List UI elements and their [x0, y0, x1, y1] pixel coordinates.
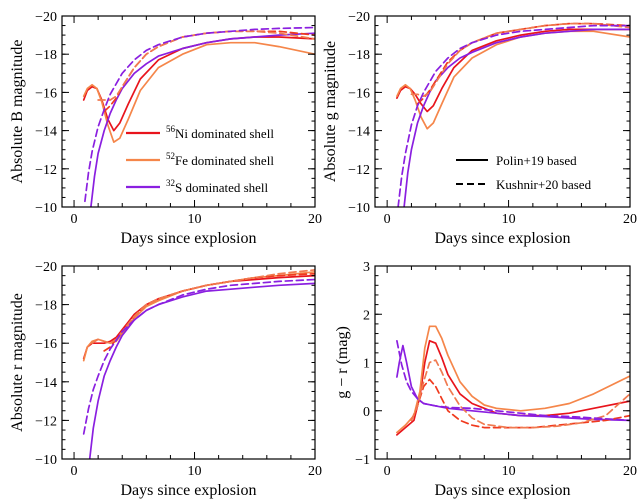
- y-axis-label: Absolute r magnitude: [9, 293, 26, 432]
- series-line-s32_kushnir-kushnir: [397, 24, 630, 207]
- y-axis-label: Absolute B magnitude: [9, 40, 26, 184]
- y-tick-label: −20: [348, 10, 370, 25]
- series-line-s32-polin: [88, 282, 315, 459]
- series-line-fe52_kushnir-kushnir: [97, 30, 315, 101]
- legend-item-s32: 32S dominated shell: [126, 178, 269, 195]
- y-axis-label: g − r (mag): [334, 326, 351, 399]
- y-tick-label: −10: [348, 201, 370, 216]
- legend-label-kushnir: Kushnir+20 based: [496, 177, 592, 192]
- x-tick-label: 20: [308, 212, 322, 227]
- x-axis-label: Days since explosion: [435, 230, 571, 247]
- y-tick-label: 1: [363, 357, 370, 372]
- y-tick-label: −10: [35, 201, 57, 216]
- series-line-ni56-polin: [82, 36, 315, 132]
- x-tick-label: 10: [188, 212, 202, 227]
- y-tick-label: −18: [35, 48, 57, 63]
- series-group: [396, 325, 630, 436]
- y-axis-label: Absolute g magnitude: [322, 41, 339, 182]
- series-line-fe52_kushnir-kushnir: [410, 359, 630, 429]
- y-tick-label: 2: [363, 308, 370, 323]
- y-tick-label: 3: [363, 260, 370, 275]
- y-tick-label: −16: [35, 86, 57, 101]
- series-group: [82, 26, 315, 207]
- series-line-ni56_kushnir-kushnir: [410, 378, 630, 429]
- y-tick-label: −12: [348, 163, 370, 178]
- series-line-fe52-polin: [396, 325, 630, 434]
- y-tick-label: −12: [35, 414, 57, 429]
- y-tick-label: 0: [363, 405, 370, 420]
- legend-text-fe52: Fe dominated shell: [175, 153, 274, 168]
- series-line-fe52-polin: [82, 41, 315, 143]
- legend-sup-ni56: 56: [166, 124, 176, 134]
- y-tick-label: −10: [35, 453, 57, 468]
- series-group: [396, 22, 630, 207]
- y-tick-label: −1: [355, 453, 370, 468]
- series-line-s32_kushnir-kushnir: [84, 26, 315, 203]
- axis-frame: [374, 265, 631, 460]
- series-line-fe52_kushnir-kushnir: [91, 269, 315, 345]
- x-tick-label: 0: [71, 212, 78, 227]
- x-tick-label: 20: [623, 212, 637, 227]
- x-tick-label: 10: [188, 464, 202, 479]
- y-tick-label: −16: [348, 86, 370, 101]
- legend-sup-fe52: 52: [166, 151, 175, 161]
- x-axis-label: Days since explosion: [121, 482, 257, 499]
- legend-label-fe52: 52Fe dominated shell: [166, 151, 274, 168]
- x-tick-label: 0: [384, 464, 391, 479]
- x-tick-label: 10: [502, 212, 516, 227]
- legend-sup-s32: 32: [166, 178, 175, 188]
- y-tick-label: −20: [35, 10, 57, 25]
- legend-item-fe52: 52Fe dominated shell: [126, 151, 274, 168]
- y-tick-label: −14: [35, 376, 57, 391]
- series-group: [82, 269, 315, 459]
- x-tick-label: 10: [502, 464, 516, 479]
- x-tick-label: 20: [308, 464, 322, 479]
- x-axis-label: Days since explosion: [435, 482, 571, 499]
- legend-item-polin: Polin+19 based: [456, 153, 577, 168]
- legend-models: Polin+19 based Kushnir+20 based: [456, 153, 592, 192]
- legend-label-s32: 32S dominated shell: [166, 178, 269, 195]
- series-line-s32_kushnir-kushnir: [396, 339, 630, 422]
- panel-r-magnitude: 0 10 20 −10 −12 −14 −16 −18 −20 Days since explos…: [9, 260, 322, 499]
- series-line-fe52-polin: [396, 30, 630, 130]
- x-tick-label: 0: [384, 212, 391, 227]
- y-tick-label: −18: [35, 299, 57, 314]
- legend-text-ni56: Ni dominated shell: [175, 126, 274, 141]
- legend-item-kushnir: Kushnir+20 based: [456, 177, 592, 192]
- legend-item-ni56: 56Ni dominated shell: [126, 124, 274, 141]
- x-tick-label: 20: [623, 464, 637, 479]
- y-tick-label: −14: [35, 125, 57, 140]
- legend-label-polin: Polin+19 based: [496, 153, 577, 168]
- y-tick-label: −14: [348, 125, 370, 140]
- series-line-ni56-polin: [396, 28, 630, 113]
- y-tick-label: −16: [35, 337, 57, 352]
- series-line-s32-polin: [403, 28, 630, 207]
- series-line-s32_kushnir-kushnir: [82, 278, 315, 435]
- axis-frame: [61, 15, 316, 208]
- y-tick-label: −20: [35, 260, 57, 275]
- legend-shells: 56Ni dominated shell 52Fe dominated shel…: [126, 124, 274, 195]
- series-line-ni56_kushnir-kushnir: [416, 22, 630, 105]
- panel-b-magnitude: 0 10 20 −10 −12 −14 −16 −18 −20 Days since explos…: [9, 10, 322, 247]
- series-line-ni56_kushnir-kushnir: [103, 30, 315, 113]
- series-line-ni56-polin: [82, 274, 315, 360]
- panel-g-magnitude: 0 10 20 −10 −12 −14 −16 −18 −20 Days since explos…: [322, 10, 637, 247]
- series-line-s32-polin: [90, 32, 315, 207]
- y-tick-label: −12: [35, 163, 57, 178]
- legend-label-ni56: 56Ni dominated shell: [166, 124, 274, 141]
- legend-text-s32: S dominated shell: [175, 180, 269, 195]
- x-tick-label: 0: [71, 464, 78, 479]
- series-line-fe52_kushnir-kushnir: [410, 22, 630, 98]
- panel-g-minus-r: 0 10 20 −1 0 1 2 3 Days since explosion g − r (ma…: [334, 260, 637, 499]
- y-tick-label: −18: [348, 48, 370, 63]
- x-axis-label: Days since explosion: [121, 230, 257, 247]
